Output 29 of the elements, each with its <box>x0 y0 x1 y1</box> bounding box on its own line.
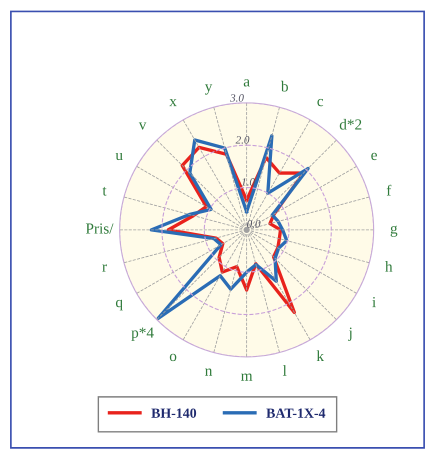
spoke-label: r <box>102 264 107 272</box>
spoke-label: g <box>390 226 398 237</box>
spoke-label: b <box>280 80 288 92</box>
spoke-label: l <box>282 365 287 376</box>
y-tick-label: 2.0 <box>236 136 250 144</box>
y-tick-label: 0.0 <box>247 220 260 228</box>
spoke-label: f <box>386 184 392 196</box>
spoke-label: n <box>205 368 212 376</box>
spoke-label: a <box>244 79 250 87</box>
spoke-label: c <box>317 98 324 106</box>
spoke-label: j <box>348 327 352 341</box>
spoke-label: u <box>116 152 123 160</box>
spoke-label: q <box>116 300 123 310</box>
spoke-label: Pris/ <box>86 223 114 234</box>
spoke-label: d*2 <box>340 118 362 130</box>
spoke-label: y <box>204 84 212 95</box>
spoke-label: k <box>316 350 324 361</box>
spoke-label: x <box>169 99 177 106</box>
spoke-label: o <box>170 354 176 362</box>
legend-label: BAT-1X-4 <box>266 408 326 418</box>
spoke-label: h <box>385 261 392 272</box>
spoke-label: e <box>371 152 377 160</box>
spoke-label: v <box>138 122 146 130</box>
spoke-label: m <box>241 374 252 381</box>
spoke-label: p*4 <box>131 328 154 341</box>
spoke-label: t <box>102 186 107 196</box>
spoke-label: i <box>372 297 376 308</box>
y-tick-label: 3.0 <box>230 94 244 102</box>
legend-label: BH-140 <box>151 408 196 418</box>
